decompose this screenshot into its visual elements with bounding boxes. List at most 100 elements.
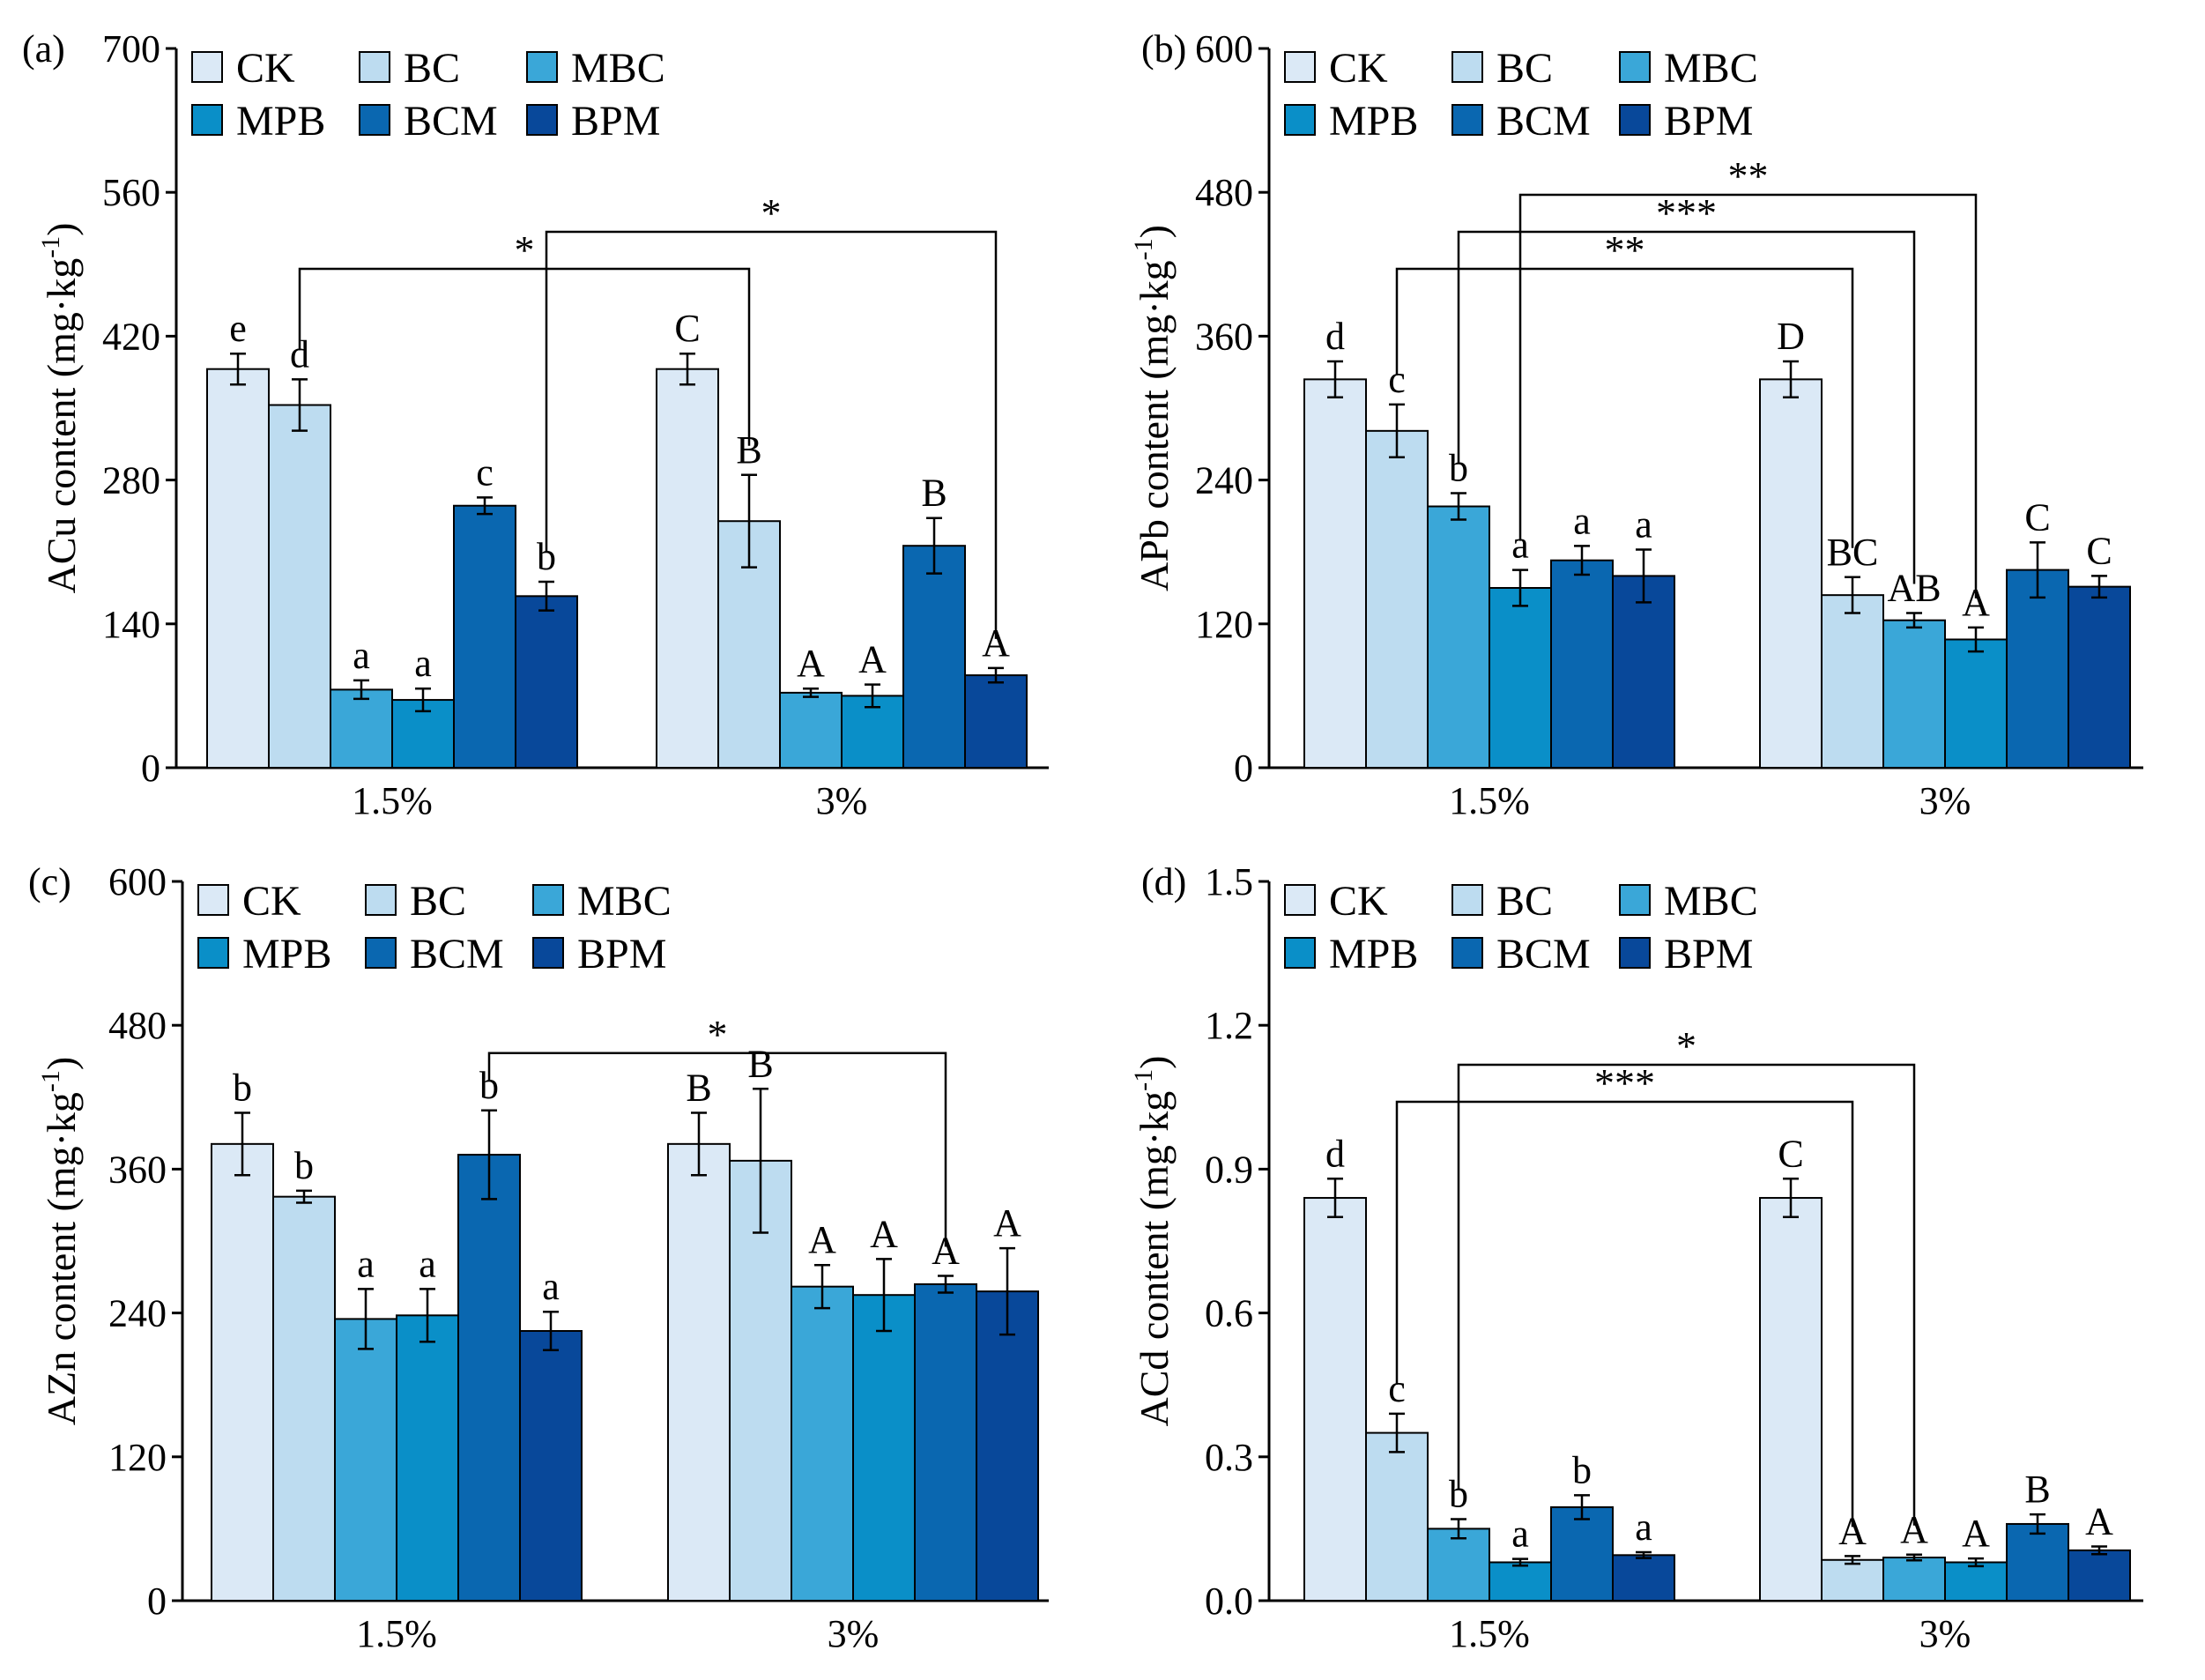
significance-letter: b xyxy=(294,1144,314,1187)
bar-bpm-low xyxy=(515,595,578,769)
significance-bracket xyxy=(1457,230,1916,584)
legend-swatch-bc xyxy=(359,51,390,83)
legend-swatch-mbc xyxy=(1619,51,1651,83)
legend-swatch-bcm xyxy=(1451,937,1483,969)
y-tick-label: 0.0 xyxy=(1205,1580,1253,1623)
significance-letter: A xyxy=(797,642,825,685)
y-tick-label: 480 xyxy=(1195,171,1253,214)
y-tick-label: 560 xyxy=(102,171,160,214)
significance-letter: c xyxy=(1388,358,1406,401)
legend-swatch-ck xyxy=(1284,51,1316,83)
y-tick-label: 360 xyxy=(108,1148,167,1191)
legend-swatch-bc xyxy=(1451,884,1483,916)
y-tick-label: 600 xyxy=(108,860,167,903)
bar-mbc-low xyxy=(1427,505,1490,769)
legend-label-mpb: MPB xyxy=(1329,931,1418,978)
y-tick-label: 240 xyxy=(108,1292,167,1335)
bar-bc-low xyxy=(272,1195,336,1602)
y-tick-label: 120 xyxy=(1195,603,1253,646)
y-tick-label: 1.5 xyxy=(1205,860,1253,903)
legend-label-bc: BC xyxy=(404,45,460,92)
significance-stars: * xyxy=(515,227,535,272)
legend-swatch-mbc xyxy=(526,51,558,83)
significance-stars: ** xyxy=(1605,227,1645,272)
legend-swatch-mpb xyxy=(197,937,229,969)
y-axis-label-text: ACu content (mg·kg xyxy=(39,258,84,594)
significance-letter: a xyxy=(1511,1513,1529,1556)
significance-letter: a xyxy=(1573,499,1591,542)
significance-letter: c xyxy=(1388,1367,1406,1410)
significance-letter: a xyxy=(1635,1505,1652,1549)
legend-label-ck: CK xyxy=(1329,878,1388,925)
bar-mbc-low xyxy=(330,688,393,769)
legend-label-mpb: MPB xyxy=(236,98,325,145)
legend-label-bc: BC xyxy=(1496,45,1553,92)
bar-bpm-low xyxy=(1612,575,1675,769)
legend-label-mbc: MBC xyxy=(577,878,672,925)
bar-bcm-low xyxy=(453,504,516,769)
legend-swatch-bc xyxy=(365,884,397,916)
bar-bpm-low xyxy=(1612,1554,1675,1602)
y-axis-label-close: ) xyxy=(1132,1055,1177,1068)
y-tick-label: 600 xyxy=(1195,27,1253,71)
bar-bpm-high xyxy=(976,1290,1039,1602)
panel-label: (b) xyxy=(1141,27,1186,71)
bar-ck-low xyxy=(206,368,270,769)
bar-mbc-high xyxy=(791,1285,854,1602)
significance-letter: b xyxy=(1449,447,1468,490)
bar-mbc-high xyxy=(1882,1557,1946,1602)
legend-label-mpb: MPB xyxy=(242,931,331,978)
significance-stars: * xyxy=(708,1012,728,1057)
bar-bc-low xyxy=(1365,429,1429,769)
legend-swatch-bcm xyxy=(359,104,390,136)
y-axis-label-text: ACd content (mg·kg xyxy=(1132,1091,1177,1427)
bar-ck-low xyxy=(211,1142,274,1602)
significance-letter: b xyxy=(233,1066,252,1109)
bar-mpb-low xyxy=(1489,1561,1552,1602)
x-tick-label: 1.5% xyxy=(1449,1612,1530,1655)
panel-a-acu: 0 140 280 420 560 700 (a) ACu content (mg·kg-1)… xyxy=(22,27,1049,822)
significance-bracket xyxy=(1457,1063,1916,1526)
significance-letter: b xyxy=(1572,1448,1592,1491)
x-tick-label: 3% xyxy=(828,1612,880,1655)
significance-bracket xyxy=(1395,267,1854,548)
bar-ck-low xyxy=(1303,1197,1367,1602)
legend-swatch-bpm xyxy=(1619,104,1651,136)
legend-swatch-ck xyxy=(1284,884,1316,916)
x-tick-label: 1.5% xyxy=(352,779,433,822)
significance-letter: b xyxy=(537,535,556,578)
legend-swatch-bpm xyxy=(526,104,558,136)
legend-label-bcm: BCM xyxy=(404,98,498,145)
significance-bracket xyxy=(298,267,751,446)
x-tick-label: 3% xyxy=(1919,779,1971,822)
bar-bc-low xyxy=(268,404,331,769)
y-tick-label: 0 xyxy=(147,1580,167,1623)
legend-label-bpm: BPM xyxy=(1664,98,1753,145)
y-tick-label: 0 xyxy=(141,747,160,790)
legend-label-ck: CK xyxy=(236,45,295,92)
x-tick-label: 3% xyxy=(1919,1612,1971,1655)
y-axis-label-superscript: -1 xyxy=(1129,238,1158,260)
significance-letter: A xyxy=(1962,1512,1990,1555)
x-tick-label: 3% xyxy=(816,779,868,822)
y-axis-label: AZn content (mg·kg-1) xyxy=(36,1057,84,1425)
y-tick-label: 0.6 xyxy=(1205,1292,1253,1335)
significance-letter: B xyxy=(747,1042,773,1085)
significance-letter: B xyxy=(686,1066,711,1109)
y-tick-label: 0 xyxy=(1234,747,1253,790)
x-tick-label: 1.5% xyxy=(356,1612,437,1655)
legend-label-bpm: BPM xyxy=(571,98,660,145)
y-tick-label: 700 xyxy=(102,27,160,71)
significance-bracket xyxy=(545,230,998,639)
significance-letter: A xyxy=(2085,1500,2113,1543)
significance-letter: d xyxy=(1325,315,1345,358)
significance-letter: a xyxy=(414,642,432,685)
bar-mpb-low xyxy=(396,1314,459,1602)
x-tick-label: 1.5% xyxy=(1449,779,1530,822)
bar-ck-high xyxy=(656,368,719,769)
significance-letter: A xyxy=(858,638,887,681)
y-axis-label-superscript: -1 xyxy=(1129,1069,1158,1091)
legend-label-bc: BC xyxy=(1496,878,1553,925)
y-tick-label: 1.2 xyxy=(1205,1004,1253,1047)
legend-swatch-bpm xyxy=(532,937,564,969)
